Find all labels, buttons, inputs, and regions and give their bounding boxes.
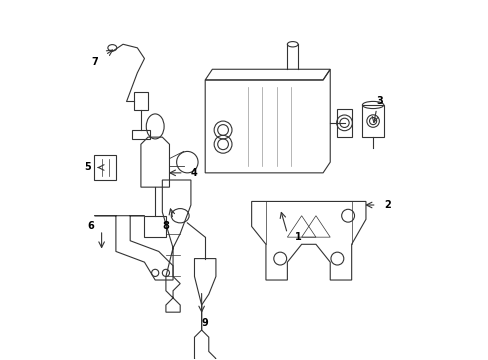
Text: 2: 2 [383,200,390,210]
Text: 8: 8 [163,221,169,231]
Text: 9: 9 [201,318,208,328]
Text: 6: 6 [87,221,94,231]
Text: 5: 5 [84,162,91,172]
Text: 7: 7 [91,57,98,67]
Text: 3: 3 [376,96,383,107]
Text: 4: 4 [190,168,197,178]
Text: 1: 1 [294,232,301,242]
